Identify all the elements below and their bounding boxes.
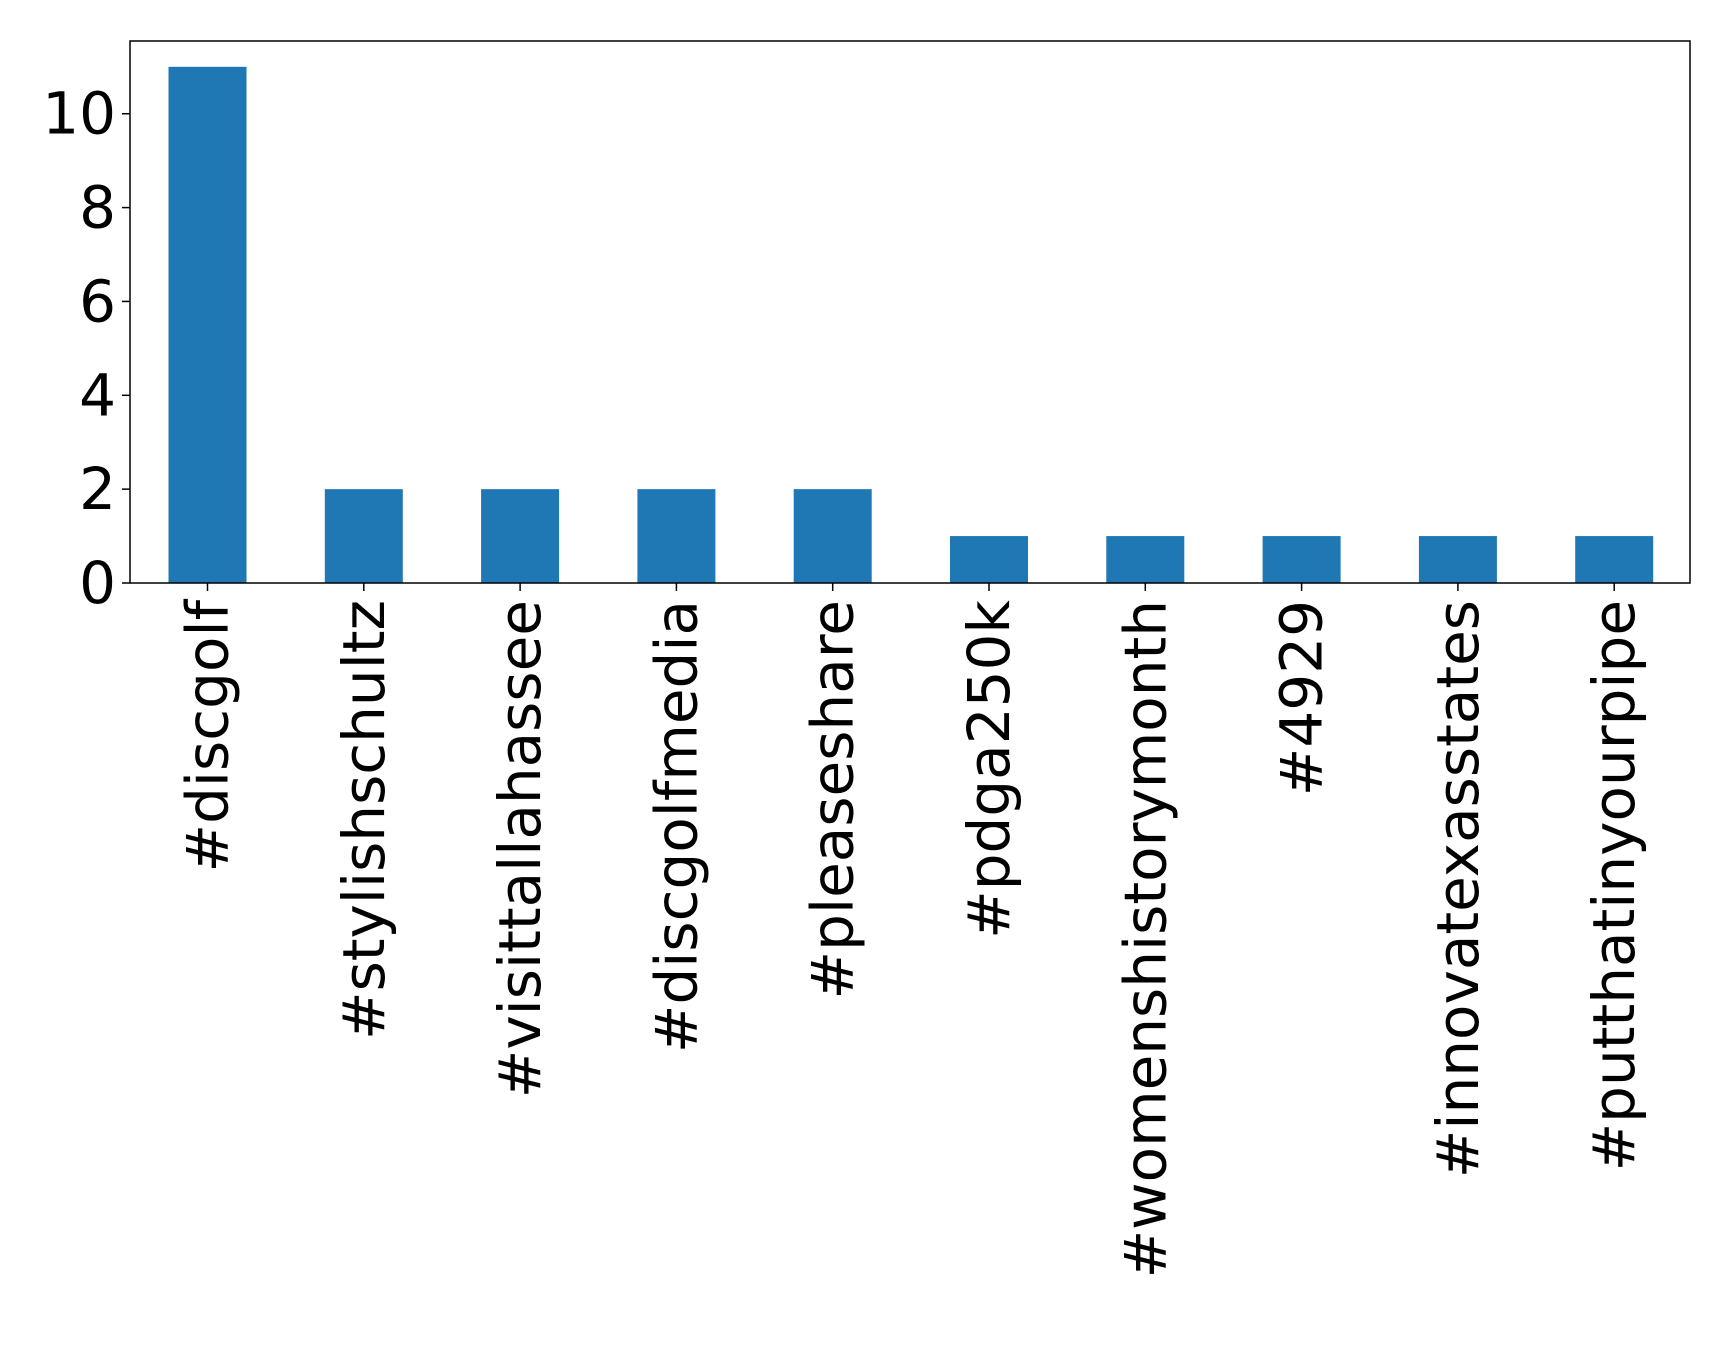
x-tick-label: #stylishschultz [330,600,398,1040]
y-tick-label: 2 [79,455,116,523]
bar-pdga250k [950,536,1028,583]
x-tick-label: #pleaseshare [799,600,867,999]
x-tick-label: #discgolfmedia [642,600,710,1053]
x-tick-label: #discgolf [174,598,242,872]
bar-discgolf [168,66,247,584]
x-tick-label: #pdga250k [955,600,1023,939]
x-tick-label: #4929 [1268,600,1336,796]
bars-layer [168,66,1654,584]
bar-innovatexasstates [1418,536,1497,583]
bar-pleaseshare [793,489,872,583]
y-tick-label: 0 [79,549,116,617]
bar-womenshistorymonth [1106,536,1185,583]
bar-stylishschultz [324,489,403,583]
x-axis: #discgolf #stylishschultz #visittallahasse… [174,583,1648,1278]
y-tick-label: 6 [79,267,116,335]
bar-discgolfmedia [637,489,716,583]
y-tick-label: 4 [79,361,116,429]
bar-putthatinyourpipe [1575,536,1654,583]
x-tick-label: #innovatexasstates [1424,600,1492,1178]
y-tick-label: 8 [79,174,116,242]
bar-4929 [1262,536,1341,583]
x-tick-label: #womenshistorymonth [1111,600,1179,1278]
y-tick-label: 10 [42,80,116,148]
x-tick-label: #putthatinyourpipe [1580,600,1648,1171]
plot-frame [129,40,1691,584]
x-tick-label: #visittallahassee [486,600,554,1098]
y-axis: 0 2 4 6 8 10 [42,80,130,617]
bar-visittallahassee [481,489,560,583]
